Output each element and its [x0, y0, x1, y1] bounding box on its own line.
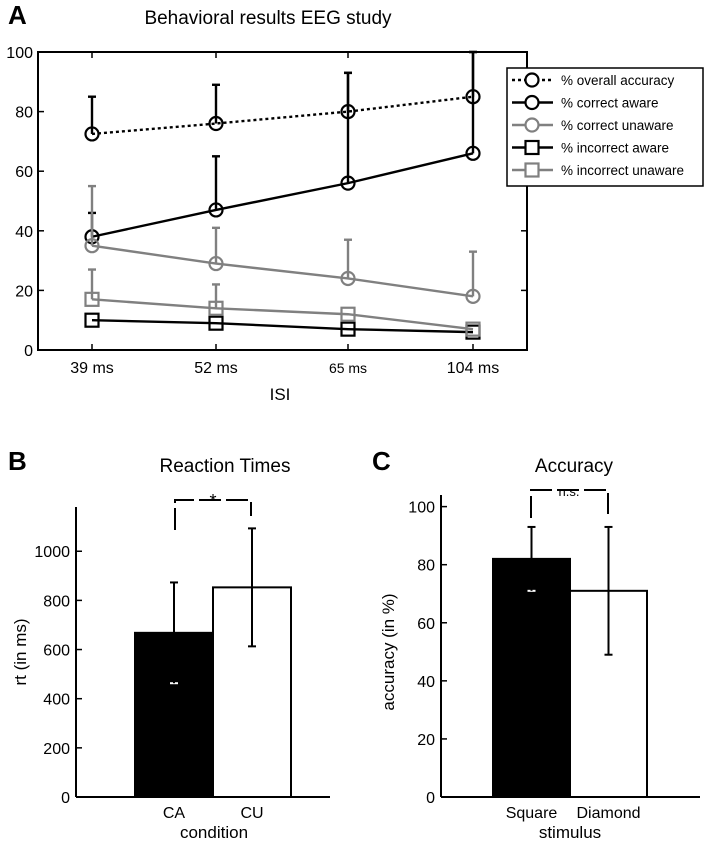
chart-a-x-tick-label: 52 ms — [194, 360, 238, 377]
chart-c-title: Accuracy — [535, 456, 614, 477]
series-line — [91, 152, 474, 238]
chart-b-y-tick-label: 0 — [61, 790, 70, 807]
series-4 — [84, 312, 481, 340]
legend-label: % incorrect aware — [561, 141, 669, 156]
legend-marker — [524, 117, 540, 133]
chart-b-x-axis-label: condition — [180, 823, 248, 842]
data-point — [84, 312, 100, 328]
chart-c-y-axis-label: accuracy (in %) — [379, 593, 398, 710]
legend-label: % overall accuracy — [561, 73, 675, 88]
chart-a-title: Behavioral results EEG study — [144, 8, 392, 29]
series-line — [91, 244, 474, 298]
legend-entry: % correct aware — [512, 94, 659, 111]
data-point — [340, 270, 356, 287]
legend-label: % incorrect unaware — [561, 163, 684, 178]
data-point — [340, 175, 356, 191]
legend-label: % correct aware — [561, 96, 659, 111]
chart-a-y-tick-label: 60 — [15, 164, 33, 181]
series-2 — [84, 50, 481, 245]
panel-letter-b: B — [8, 446, 27, 476]
chart-b-y-tick-label: 200 — [43, 741, 70, 758]
chart-c-y-tick-label: 80 — [417, 558, 435, 575]
chart-c-significance-label: n.s. — [559, 484, 580, 499]
chart-a-y-tick-label: 40 — [15, 224, 33, 241]
panel-letter-c: C — [372, 446, 391, 476]
chart-b-title: Reaction Times — [160, 456, 291, 477]
chart-c-y-tick-label: 0 — [426, 790, 435, 807]
legend-box — [506, 67, 704, 187]
chart-b-y-tick-label: 1000 — [34, 544, 70, 561]
chart-b-x-tick-label: CA — [163, 805, 186, 822]
series-3 — [84, 184, 481, 304]
legend-entry: % overall accuracy — [512, 72, 675, 88]
chart-a-y-tick-label: 0 — [24, 343, 33, 360]
chart-a-y-tick-label: 100 — [6, 45, 33, 62]
chart-b-significance-bracket — [174, 499, 252, 530]
chart-c-y-tick-label: 20 — [417, 732, 435, 749]
chart-c-y-tick-label: 100 — [408, 500, 435, 517]
data-point — [208, 315, 224, 331]
data-point — [208, 115, 224, 132]
series-line — [91, 319, 474, 334]
chart-a-x-tick-label: 39 ms — [70, 360, 114, 377]
chart-a-x-tick-label: 65 ms — [329, 360, 367, 376]
chart-b-y-tick-label: 400 — [43, 692, 70, 709]
chart-c-significance-bracket — [530, 489, 609, 518]
data-point — [208, 255, 224, 272]
chart-b-y-tick-label: 600 — [43, 643, 70, 660]
data-point — [84, 126, 100, 142]
legend-marker — [524, 72, 540, 88]
bar-chart-panel-c: Accuracy 0 20 40 60 80 100 Square Diamond accu… — [379, 456, 700, 842]
chart-c-y-tick-label: 60 — [417, 616, 435, 633]
data-point — [340, 321, 356, 337]
chart-c-x-tick-label: Square — [506, 805, 558, 822]
bar-chart-panel-b: Reaction Times 0 200 400 600 800 1000 CA CU rt… — [11, 456, 330, 842]
series-5 — [84, 268, 481, 337]
data-point — [208, 202, 224, 218]
chart-b-x-tick-label: CU — [240, 805, 263, 822]
legend-marker — [524, 139, 540, 156]
chart-a-x-tick-label: 104 ms — [447, 360, 499, 377]
legend-marker — [524, 94, 540, 111]
chart-b-y-tick-label: 800 — [43, 593, 70, 610]
legend-marker — [524, 162, 540, 178]
series-line — [91, 298, 474, 331]
data-point — [340, 306, 356, 322]
panel-letter-a: A — [8, 0, 27, 30]
chart-a-plot-frame — [37, 51, 528, 351]
legend-entry: % correct unaware — [512, 117, 674, 133]
chart-c-y-tick-label: 40 — [417, 674, 435, 691]
legend-entry: % incorrect aware — [512, 139, 669, 156]
chart-c-x-tick-label: Diamond — [576, 805, 640, 822]
line-chart-panel-a: Behavioral results EEG study 0 20 40 60 80 10… — [6, 8, 704, 404]
data-point — [84, 291, 100, 307]
series-1 — [84, 50, 481, 142]
chart-c-x-axis-label: stimulus — [539, 823, 601, 842]
data-point — [465, 288, 481, 304]
legend-entry: % incorrect unaware — [512, 162, 684, 178]
chart-a-y-tick-label: 20 — [15, 283, 33, 300]
chart-a-legend: % overall accuracy % correct aware % corre… — [506, 67, 704, 187]
chart-a-y-tick-label: 80 — [15, 105, 33, 122]
legend-label: % correct unaware — [561, 118, 674, 133]
data-point — [465, 321, 481, 337]
chart-b-y-axis-label: rt (in ms) — [11, 618, 30, 685]
data-point — [465, 145, 481, 161]
data-point — [84, 238, 100, 254]
chart-c-bar-square — [492, 557, 571, 799]
chart-b-significance-label: * — [209, 491, 216, 511]
data-point — [208, 300, 224, 316]
series-line — [91, 95, 474, 136]
chart-a-x-axis-label: ISI — [270, 385, 291, 404]
